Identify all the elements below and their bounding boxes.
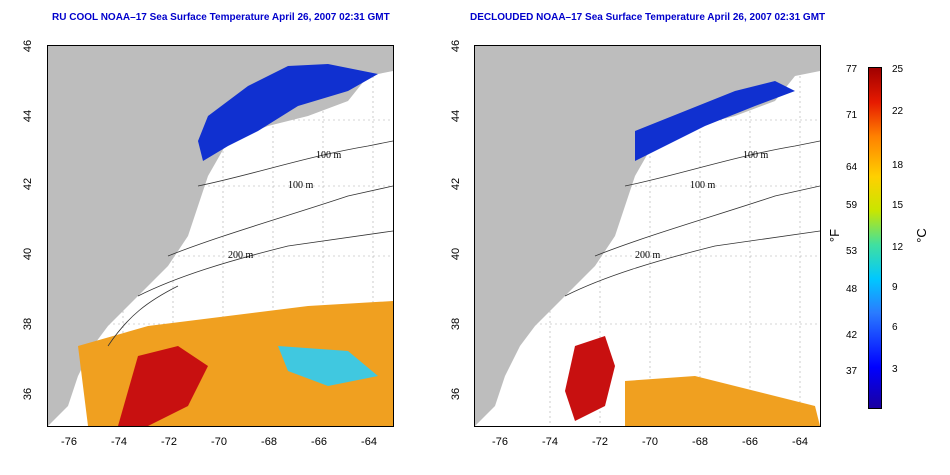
y-tick: 42 (450, 177, 462, 191)
contour-label: 100 m (316, 150, 342, 161)
x-tick: -66 (311, 436, 327, 448)
x-tick: -76 (61, 436, 77, 448)
celsius-label: 22 (892, 106, 904, 117)
x-tick: -66 (742, 436, 758, 448)
hot-water (565, 336, 615, 421)
x-tick: -76 (492, 436, 508, 448)
fahrenheit-label: 64 (846, 162, 858, 173)
left-map-panel: 100 m 100 m 200 m (47, 45, 394, 427)
celsius-label: 3 (892, 364, 898, 375)
warm-water (625, 376, 820, 426)
left-map-title: RU COOL NOAA–17 Sea Surface Temperature … (52, 12, 390, 23)
contour-label: 200 m (228, 250, 254, 261)
x-tick: -64 (792, 436, 808, 448)
y-tick: 46 (450, 39, 462, 53)
fahrenheit-label: 71 (846, 110, 858, 121)
fahrenheit-label: 53 (846, 246, 858, 257)
y-tick: 40 (450, 247, 462, 261)
contour-label: 100 m (743, 150, 769, 161)
contour-label: 100 m (288, 180, 314, 191)
y-tick: 44 (22, 109, 34, 123)
celsius-label: 15 (892, 200, 904, 211)
right-map-title: DECLOUDED NOAA–17 Sea Surface Temperatur… (470, 12, 826, 23)
right-map-canvas: 100 m 100 m 200 m (475, 46, 820, 426)
right-map-panel: 100 m 100 m 200 m (474, 45, 821, 427)
x-tick: -64 (361, 436, 377, 448)
cold-water (635, 81, 795, 161)
x-tick: -70 (642, 436, 658, 448)
cold-water (198, 64, 378, 161)
y-tick: 40 (22, 247, 34, 261)
y-tick: 42 (22, 177, 34, 191)
fahrenheit-label: 42 (846, 330, 858, 341)
x-tick: -68 (261, 436, 277, 448)
x-tick: -74 (542, 436, 558, 448)
x-tick: -68 (692, 436, 708, 448)
celsius-label: 6 (892, 322, 898, 333)
x-tick: -72 (592, 436, 608, 448)
y-tick: 38 (22, 317, 34, 331)
fahrenheit-label: 59 (846, 200, 858, 211)
y-tick: 36 (450, 387, 462, 401)
celsius-label: 25 (892, 64, 904, 75)
fahrenheit-unit: °F (827, 228, 843, 243)
contour-label: 200 m (635, 250, 661, 261)
x-tick: -74 (111, 436, 127, 448)
celsius-label: 18 (892, 160, 904, 171)
x-tick: -72 (161, 436, 177, 448)
cool-eddy (278, 346, 378, 386)
fahrenheit-label: 48 (846, 284, 858, 295)
y-tick: 44 (450, 109, 462, 123)
temperature-colorbar (868, 67, 882, 409)
celsius-label: 9 (892, 282, 898, 293)
x-tick: -70 (211, 436, 227, 448)
y-tick: 38 (450, 317, 462, 331)
hot-water (118, 346, 208, 426)
celsius-label: 12 (892, 242, 904, 253)
contour-label: 100 m (690, 180, 716, 191)
y-tick: 36 (22, 387, 34, 401)
celsius-unit: °C (913, 228, 929, 243)
fahrenheit-label: 77 (846, 64, 858, 75)
left-map-canvas: 100 m 100 m 200 m (48, 46, 393, 426)
fahrenheit-label: 37 (846, 366, 858, 377)
land-mass (48, 46, 393, 426)
y-tick: 46 (22, 39, 34, 53)
land-mass (475, 46, 820, 426)
